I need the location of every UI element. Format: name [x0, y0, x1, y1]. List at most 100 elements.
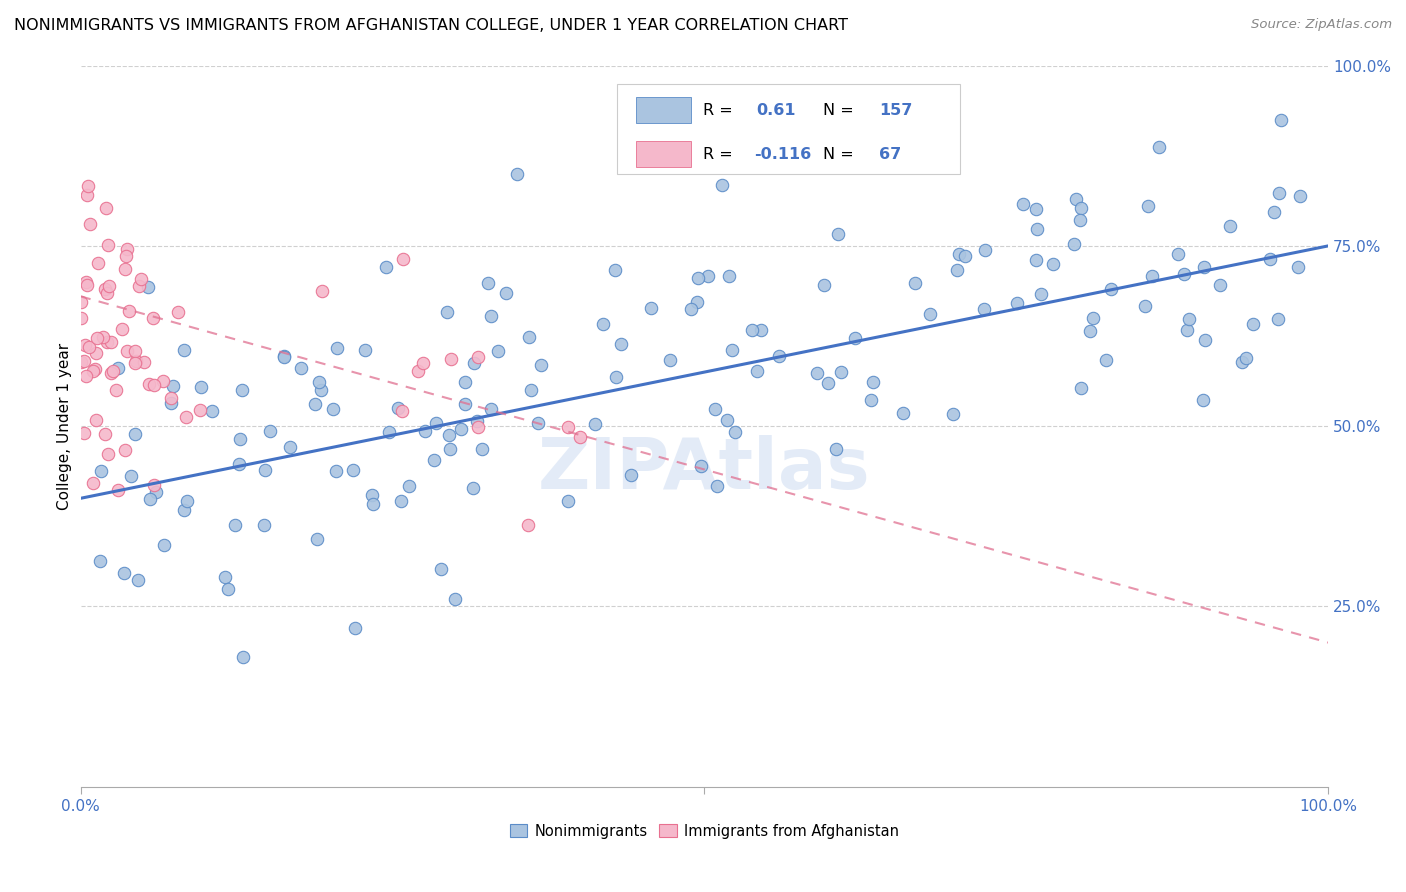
Point [361, 497, 384, 511]
Point [1167, 247, 1189, 261]
Text: N =: N = [823, 103, 859, 118]
Point [73, 353, 96, 368]
Point [948, 247, 970, 261]
Point [105, 383, 128, 397]
Point [526, 416, 548, 430]
Point [605, 370, 627, 384]
Point [1063, 236, 1085, 251]
Point [495, 286, 517, 301]
Point [124, 356, 146, 370]
Point [360, 488, 382, 502]
Point [439, 442, 461, 457]
Point [569, 430, 592, 444]
Point [114, 443, 136, 458]
Point [387, 401, 409, 416]
Point [114, 262, 136, 277]
Point [125, 354, 148, 368]
Point [659, 353, 682, 368]
Point [1230, 355, 1253, 369]
Point [696, 268, 718, 283]
Point [132, 355, 155, 369]
Point [422, 453, 444, 467]
Point [1140, 268, 1163, 283]
Point [153, 538, 176, 552]
Point [918, 307, 941, 321]
Point [152, 374, 174, 388]
Point [1175, 323, 1198, 337]
Point [190, 380, 212, 394]
Point [111, 322, 134, 336]
Point [82, 475, 104, 490]
Point [486, 344, 509, 359]
Point [1029, 286, 1052, 301]
FancyBboxPatch shape [636, 97, 690, 123]
Point [188, 402, 211, 417]
Point [844, 331, 866, 345]
Point [425, 417, 447, 431]
Point [716, 413, 738, 427]
Point [75, 276, 97, 290]
Point [76, 277, 98, 292]
Point [73, 426, 96, 441]
Point [1026, 222, 1049, 236]
Point [681, 302, 703, 317]
Point [891, 406, 914, 420]
Legend: Nonimmigrants, Immigrants from Afghanistan: Nonimmigrants, Immigrants from Afghanist… [503, 818, 905, 845]
Point [174, 410, 197, 425]
Point [1099, 282, 1122, 296]
Point [688, 270, 710, 285]
Point [139, 492, 162, 507]
Point [1135, 299, 1157, 313]
Text: N =: N = [823, 147, 859, 161]
Point [1173, 267, 1195, 281]
Point [96, 285, 118, 300]
Point [412, 355, 434, 369]
Point [454, 375, 477, 389]
Point [710, 178, 733, 193]
Point [1070, 201, 1092, 215]
Point [115, 249, 138, 263]
Point [1095, 353, 1118, 368]
Point [686, 295, 709, 310]
Point [430, 562, 453, 576]
Text: 157: 157 [879, 103, 912, 118]
Point [214, 570, 236, 584]
Point [129, 272, 152, 286]
Point [69, 311, 91, 326]
Point [436, 304, 458, 318]
Point [70, 355, 93, 369]
Point [768, 350, 790, 364]
Point [252, 518, 274, 533]
Point [389, 493, 412, 508]
Point [520, 384, 543, 398]
Point [517, 518, 540, 533]
Point [159, 396, 181, 410]
Point [97, 447, 120, 461]
Point [450, 422, 472, 436]
Point [173, 343, 195, 358]
Point [557, 494, 579, 508]
Point [79, 217, 101, 231]
Point [378, 425, 401, 439]
Point [557, 419, 579, 434]
Point [353, 343, 375, 357]
Point [745, 364, 768, 378]
Point [437, 428, 460, 442]
Point [1147, 140, 1170, 154]
Point [100, 366, 122, 380]
Point [813, 277, 835, 292]
Point [73, 338, 96, 352]
Point [741, 324, 763, 338]
Point [173, 503, 195, 517]
Point [467, 419, 489, 434]
Text: 0.61: 0.61 [756, 103, 796, 118]
Point [103, 363, 125, 377]
Point [1064, 192, 1087, 206]
Point [860, 393, 883, 408]
Text: NONIMMIGRANTS VS IMMIGRANTS FROM AFGHANISTAN COLLEGE, UNDER 1 YEAR CORRELATION C: NONIMMIGRANTS VS IMMIGRANTS FROM AFGHANI… [14, 18, 848, 33]
Point [463, 481, 485, 495]
Point [70, 295, 93, 310]
Point [440, 352, 463, 367]
Point [941, 407, 963, 421]
Point [231, 383, 253, 397]
